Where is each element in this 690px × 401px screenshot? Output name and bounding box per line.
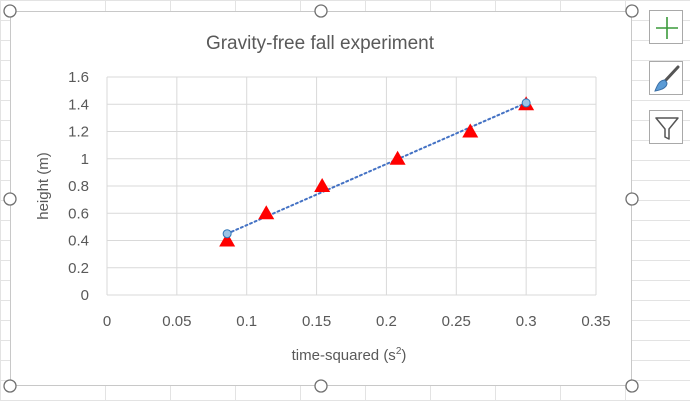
y-tick-label: 1.4 xyxy=(68,96,89,113)
resize-handle-top-left[interactable] xyxy=(3,4,17,18)
chart-elements-button[interactable] xyxy=(649,10,683,44)
x-tick-label: 0.2 xyxy=(376,313,397,330)
y-tick-label: 0.4 xyxy=(68,233,89,250)
brush-icon xyxy=(654,65,680,92)
resize-handle-bottom-right[interactable] xyxy=(625,379,639,393)
data-point-triangle xyxy=(219,232,236,247)
data-point-triangle xyxy=(462,123,479,138)
chart-title: Gravity-free fall experiment xyxy=(206,33,435,54)
resize-handle-left[interactable] xyxy=(3,192,17,206)
y-axis-tick-labels: 0 0.2 0.4 0.6 0.8 1 1.2 1.4 1.6 xyxy=(68,69,89,304)
x-tick-label: 0.05 xyxy=(162,313,191,330)
resize-handle-bottom[interactable] xyxy=(314,379,328,393)
y-tick-label: 1.2 xyxy=(68,124,89,141)
y-tick-label: 0.6 xyxy=(68,205,89,222)
data-point-triangle xyxy=(389,150,406,165)
funnel-icon xyxy=(655,117,679,140)
plus-icon xyxy=(656,17,678,39)
trendline xyxy=(226,101,528,235)
y-axis-title: height (m) xyxy=(35,152,52,220)
x-tick-label: 0.35 xyxy=(581,313,610,330)
data-point-circle xyxy=(521,98,531,108)
y-tick-label: 1 xyxy=(81,151,89,168)
x-axis-title-main: time-squared (s xyxy=(292,347,396,364)
plot-gridlines xyxy=(106,76,597,296)
data-point-triangle xyxy=(314,178,331,192)
x-axis-title-close: ) xyxy=(401,347,406,364)
x-axis-title-superscript: 2 xyxy=(396,346,402,357)
x-tick-label: 0.25 xyxy=(442,313,471,330)
x-axis-tick-labels: 0 0.05 0.1 0.15 0.2 0.25 0.3 0.35 xyxy=(103,313,611,330)
chart-styles-button[interactable] xyxy=(649,61,683,95)
x-tick-label: 0.15 xyxy=(302,313,331,330)
chart-area[interactable] xyxy=(10,11,632,386)
y-tick-label: 0.2 xyxy=(68,260,89,277)
data-point-triangle xyxy=(258,205,275,220)
x-tick-label: 0.1 xyxy=(236,313,257,330)
x-tick-label: 0.3 xyxy=(516,313,537,330)
x-axis-title: time-squared (s2) xyxy=(292,346,407,364)
x-tick-label: 0 xyxy=(103,313,111,330)
resize-handle-bottom-left[interactable] xyxy=(3,379,17,393)
y-tick-label: 0 xyxy=(81,287,89,304)
chart-filters-button[interactable] xyxy=(649,110,683,144)
resize-handle-top-right[interactable] xyxy=(625,4,639,18)
resize-handle-right[interactable] xyxy=(625,192,639,206)
y-tick-label: 1.6 xyxy=(68,69,89,86)
resize-handle-top[interactable] xyxy=(314,4,328,18)
data-point-circle xyxy=(222,229,232,239)
y-tick-label: 0.8 xyxy=(68,178,89,195)
data-series xyxy=(219,96,535,247)
